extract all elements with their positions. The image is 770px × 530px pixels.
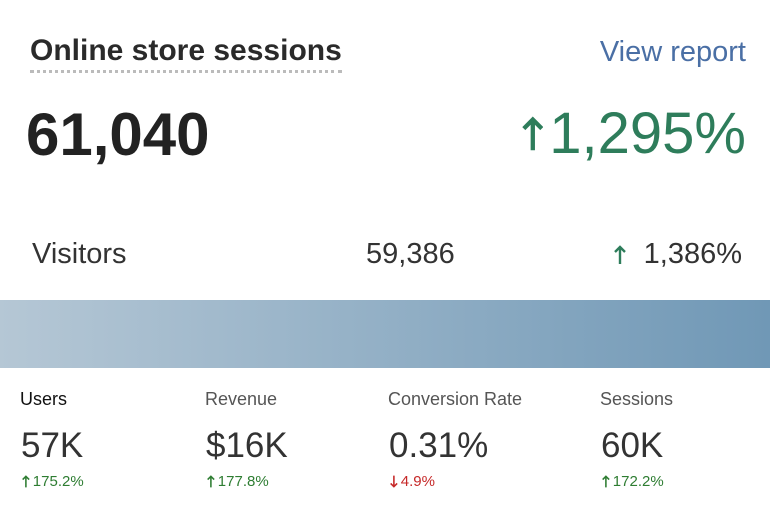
arrow-path bbox=[207, 475, 215, 488]
trend-arrow bbox=[602, 475, 610, 488]
metric-change-text: 172.2% bbox=[612, 473, 664, 490]
metric-change: 4.9% bbox=[390, 473, 435, 490]
card-title: Online store sessions bbox=[30, 34, 342, 73]
visitors-change: 1,386% bbox=[613, 238, 742, 271]
metric-value: $16K bbox=[206, 426, 288, 465]
total-value: 61,040 bbox=[26, 101, 210, 168]
arrow-path bbox=[390, 475, 398, 488]
arrow-path bbox=[613, 244, 626, 264]
metric-value: 60K bbox=[601, 426, 664, 465]
metric-change: 172.2% bbox=[602, 473, 664, 490]
metric-label: Conversion Rate bbox=[388, 389, 523, 409]
trend-arrow bbox=[613, 244, 626, 264]
metric-label: Sessions bbox=[600, 389, 674, 409]
metric-value: 0.31% bbox=[389, 426, 489, 465]
metric-change-text: 4.9% bbox=[400, 473, 435, 490]
arrow-path bbox=[602, 475, 610, 488]
trend-arrow bbox=[207, 475, 215, 488]
visitors-label: Visitors bbox=[32, 238, 127, 270]
metric-change-text: 177.8% bbox=[217, 473, 269, 490]
metric-label: Users bbox=[20, 389, 68, 409]
metric-change: 175.2% bbox=[22, 473, 84, 490]
gradient-band bbox=[0, 300, 770, 368]
total-change-text: 1,295% bbox=[549, 101, 746, 166]
trend-arrow bbox=[521, 116, 544, 150]
total-change: 1,295% bbox=[521, 100, 746, 167]
trend-arrow bbox=[390, 475, 398, 488]
trend-arrow bbox=[22, 475, 30, 488]
arrow-path bbox=[22, 475, 30, 488]
metric-label: Revenue bbox=[205, 389, 278, 409]
metric-value: 57K bbox=[21, 426, 84, 465]
view-report-link[interactable]: View report bbox=[599, 36, 746, 68]
arrow-path bbox=[521, 116, 544, 150]
visitors-change-text: 1,386% bbox=[643, 238, 742, 270]
metric-change-text: 175.2% bbox=[32, 473, 84, 490]
visitors-value: 59,386 bbox=[366, 238, 455, 270]
metric-change: 177.8% bbox=[207, 473, 269, 490]
